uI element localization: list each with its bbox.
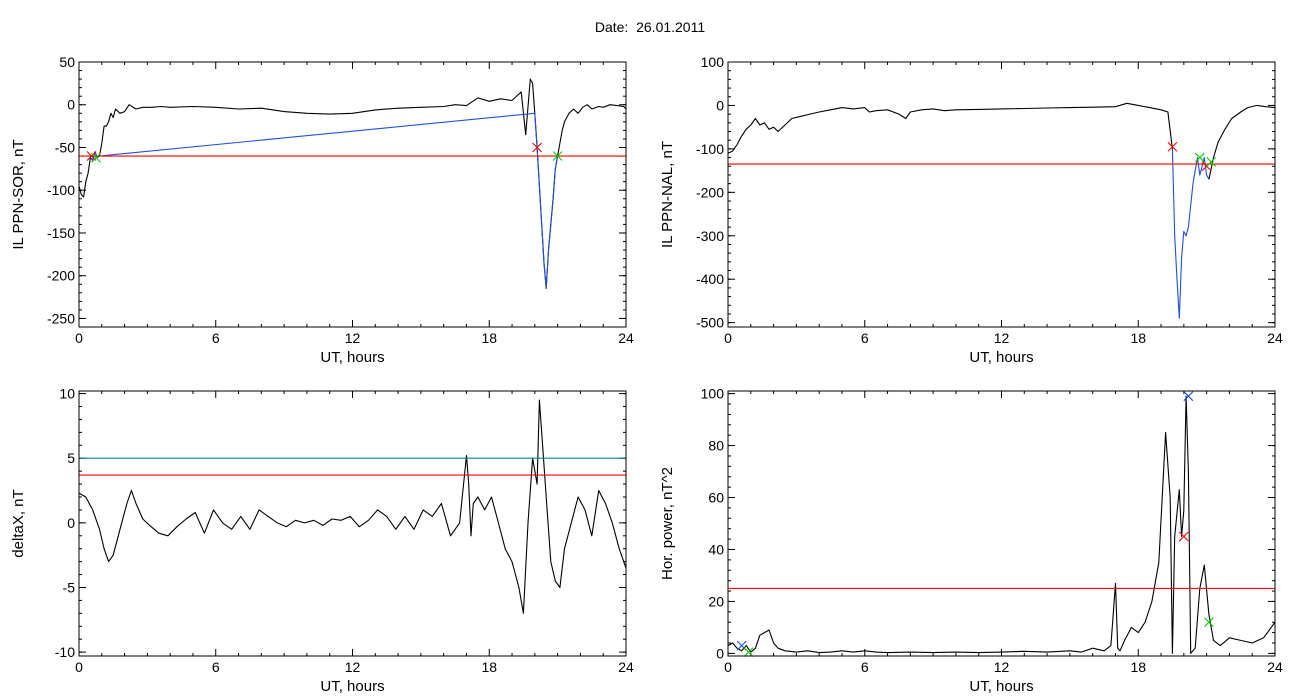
- x-tick-label: 6: [861, 659, 869, 675]
- panel-3: 0 6 12 18 24 -10 -5 0 5 10 UT, hours deltaX, nT: [10, 386, 634, 695]
- marker-2: [743, 647, 754, 657]
- y-tick-label: -500: [696, 315, 724, 331]
- series-line-1: [79, 78, 626, 290]
- x-tick-label: 12: [345, 330, 361, 346]
- x-tick-label: 0: [724, 330, 732, 346]
- y-tick-label: -200: [696, 184, 724, 200]
- marker-4: [552, 151, 563, 161]
- x-tick-label: 24: [618, 659, 634, 675]
- y-axis-label: deltaX, nT: [10, 489, 27, 557]
- x-tick-label: 0: [75, 659, 83, 675]
- x-tick-label: 6: [861, 330, 869, 346]
- x-axis-label: UT, hours: [320, 678, 384, 695]
- series-line-1: [728, 395, 1275, 654]
- x-tick-label: 18: [1130, 659, 1146, 675]
- y-tick-label: -5: [63, 579, 76, 595]
- y-tick-label: 60: [708, 490, 724, 506]
- plot-frame: [78, 390, 627, 657]
- series-line-2: [89, 112, 559, 290]
- y-tick-label: 40: [708, 541, 724, 557]
- figure-title: Date: 26.01.2011: [594, 19, 706, 35]
- plot-frame: [727, 61, 1276, 328]
- x-tick-label: 12: [345, 659, 361, 675]
- x-tick-label: 24: [618, 330, 634, 346]
- marker-4: [1183, 391, 1194, 402]
- x-tick-label: 18: [481, 659, 497, 675]
- x-axis-label: UT, hours: [969, 349, 1033, 366]
- marker-4: [1206, 157, 1217, 167]
- x-tick-label: 12: [994, 330, 1010, 346]
- y-tick-label: 0: [67, 97, 75, 113]
- y-axis-label: IL PPN-NAL, nT: [659, 141, 676, 248]
- marker-2: [91, 152, 101, 163]
- y-tick-label: 100: [701, 54, 725, 70]
- y-tick-label: -200: [47, 268, 75, 284]
- x-axis-label: UT, hours: [320, 349, 384, 366]
- y-axis-label: Hor. power, nT^2: [659, 467, 676, 580]
- series-line-1: [79, 399, 626, 614]
- y-tick-label: 0: [716, 645, 724, 661]
- marker-3: [532, 142, 543, 153]
- y-tick-label: 80: [708, 438, 724, 454]
- y-tick-label: 20: [708, 593, 724, 609]
- y-tick-label: -400: [696, 271, 724, 287]
- x-tick-label: 18: [1130, 330, 1146, 346]
- marker-3: [1178, 531, 1189, 542]
- y-axis-label: IL PPN-SOR, nT: [10, 139, 27, 249]
- x-tick-label: 0: [724, 659, 732, 675]
- marker-5: [1204, 617, 1214, 628]
- y-tick-label: 100: [701, 386, 725, 402]
- y-tick-label: 50: [59, 54, 75, 70]
- y-tick-label: -300: [696, 228, 724, 244]
- x-tick-label: 0: [75, 330, 83, 346]
- series-line-1: [728, 102, 1173, 154]
- y-tick-label: 10: [59, 386, 75, 402]
- panel-1: 0 6 12 18 24 -250 -200 -150 -100 -50 0 50 UT, hours I…: [10, 54, 634, 366]
- y-tick-label: -100: [47, 182, 75, 198]
- panel-2: 0 6 12 18 24 -500 -400 -300 -200 -100 0 100 UT, hour…: [659, 54, 1283, 366]
- x-tick-label: 18: [481, 330, 497, 346]
- panel-4: 0 6 12 18 24 0 20 40 60 80 100 UT, hours Hor. power,…: [659, 386, 1283, 695]
- series-line-3: [1208, 104, 1275, 180]
- y-tick-label: 5: [67, 450, 75, 466]
- y-tick-label: 0: [67, 515, 75, 531]
- x-tick-label: 6: [212, 330, 220, 346]
- y-tick-label: -250: [47, 310, 75, 326]
- x-tick-label: 24: [1267, 659, 1283, 675]
- x-tick-label: 12: [994, 659, 1010, 675]
- marker-2: [1194, 152, 1205, 163]
- y-tick-label: -50: [55, 139, 75, 155]
- y-tick-label: -100: [696, 141, 724, 157]
- series-line-2: [1171, 148, 1210, 319]
- x-tick-label: 6: [212, 659, 220, 675]
- marker-1: [1167, 141, 1178, 152]
- plot-frame: [78, 61, 627, 328]
- x-axis-label: UT, hours: [969, 678, 1033, 695]
- y-tick-label: 0: [716, 97, 724, 113]
- plot-frame: [727, 390, 1276, 657]
- y-tick-label: -10: [55, 644, 75, 660]
- y-tick-label: -150: [47, 225, 75, 241]
- x-tick-label: 24: [1267, 330, 1283, 346]
